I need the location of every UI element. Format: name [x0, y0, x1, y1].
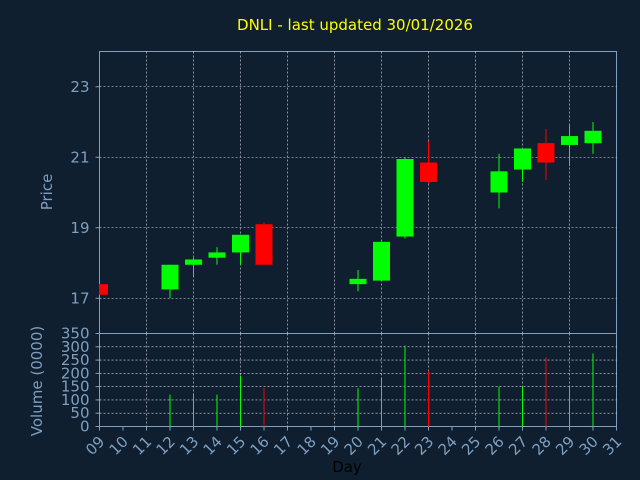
volume-tick-label: 350: [61, 325, 90, 343]
price-panel: 17 19 21 23 Price: [38, 51, 617, 334]
candle-body: [232, 234, 249, 253]
x-tick-label: 09: [82, 433, 108, 459]
candle-body: [208, 252, 226, 258]
price-y-ticks: 17 19 21 23: [70, 78, 100, 307]
x-tick-label: 27: [505, 433, 531, 459]
x-tick-label: 10: [106, 433, 132, 459]
candle-body: [373, 241, 390, 281]
volume-tick-label: 300: [61, 338, 90, 356]
x-axis-label: Day: [332, 458, 362, 476]
x-tick-label: 30: [576, 433, 602, 459]
price-tick-label: 19: [70, 219, 89, 237]
volume-bars: [169, 345, 594, 427]
volume-tick-label: 250: [61, 351, 90, 369]
candle: [373, 241, 390, 281]
x-tick-label: 21: [364, 433, 390, 459]
price-tick-label: 23: [70, 78, 89, 96]
candle-body: [99, 284, 108, 295]
candle: [208, 247, 226, 265]
candle: [232, 234, 249, 265]
volume-tick-label: 100: [61, 391, 90, 409]
volume-tick-label: 200: [61, 364, 90, 382]
candle: [490, 153, 508, 209]
candle: [514, 148, 531, 182]
candle: [396, 157, 414, 239]
candle-body: [420, 162, 437, 182]
price-axis-label: Price: [38, 174, 56, 211]
x-tick-label: 11: [129, 433, 155, 459]
candle: [99, 284, 108, 295]
x-tick-label: 14: [200, 433, 226, 459]
candle-body: [161, 264, 179, 290]
volume-tick-label: 50: [70, 404, 89, 422]
x-tick-label: 16: [247, 433, 273, 459]
candle-body: [396, 159, 414, 237]
candle-body: [514, 148, 531, 170]
price-grid: [99, 51, 617, 334]
candle-body: [185, 259, 202, 265]
x-tick-label: 19: [317, 433, 343, 459]
candle-body: [584, 130, 602, 144]
x-tick-label: 15: [223, 433, 249, 459]
candle: [537, 129, 555, 181]
candle-body: [537, 143, 555, 163]
x-tick-label: 29: [552, 433, 578, 459]
x-tick-label: 31: [599, 433, 625, 459]
x-tick-label: 13: [176, 433, 202, 459]
candle: [349, 270, 367, 292]
x-tick-label: 17: [270, 433, 296, 459]
x-tick-label: 25: [458, 433, 484, 459]
volume-tick-label: 150: [61, 378, 90, 396]
chart-title: DNLI - last updated 30/01/2026: [237, 16, 473, 34]
candle-body: [255, 224, 273, 265]
candle: [584, 122, 602, 154]
x-tick-label: 28: [529, 433, 555, 459]
candle-body: [490, 171, 508, 193]
volume-tick-label: 0: [80, 418, 90, 436]
x-tick-label: 20: [341, 433, 367, 459]
day-x-ticks: 0910111213141516171819202122232425262728…: [82, 426, 625, 459]
candle: [185, 257, 202, 278]
price-tick-label: 17: [70, 289, 89, 307]
x-tick-label: 24: [435, 433, 461, 459]
candle: [420, 141, 437, 184]
x-tick-label: 23: [411, 433, 437, 459]
candle: [161, 264, 179, 299]
x-tick-label: 26: [482, 433, 508, 459]
x-tick-label: 12: [153, 433, 179, 459]
candle-body: [561, 136, 578, 145]
x-tick-label: 18: [294, 433, 320, 459]
candles: [99, 122, 602, 299]
candle: [255, 222, 273, 265]
candle: [561, 123, 578, 167]
volume-axis-label: Volume (0000): [28, 326, 46, 436]
candle-body: [349, 278, 367, 285]
price-tick-label: 21: [70, 148, 89, 166]
x-tick-label: 22: [388, 433, 414, 459]
